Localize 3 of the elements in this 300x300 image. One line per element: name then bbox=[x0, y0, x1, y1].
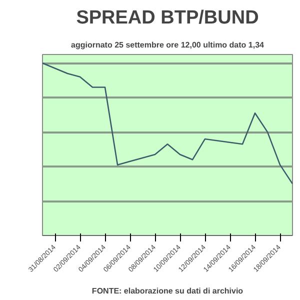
chart-subtitle: aggiornato 25 settembre ore 12,00 ultimo dato 1,34 bbox=[71, 40, 265, 50]
source-note: FONTE: elaborazione su dati di archivio bbox=[92, 286, 244, 296]
chart-title: SPREAD BTP/BUND bbox=[76, 8, 259, 28]
